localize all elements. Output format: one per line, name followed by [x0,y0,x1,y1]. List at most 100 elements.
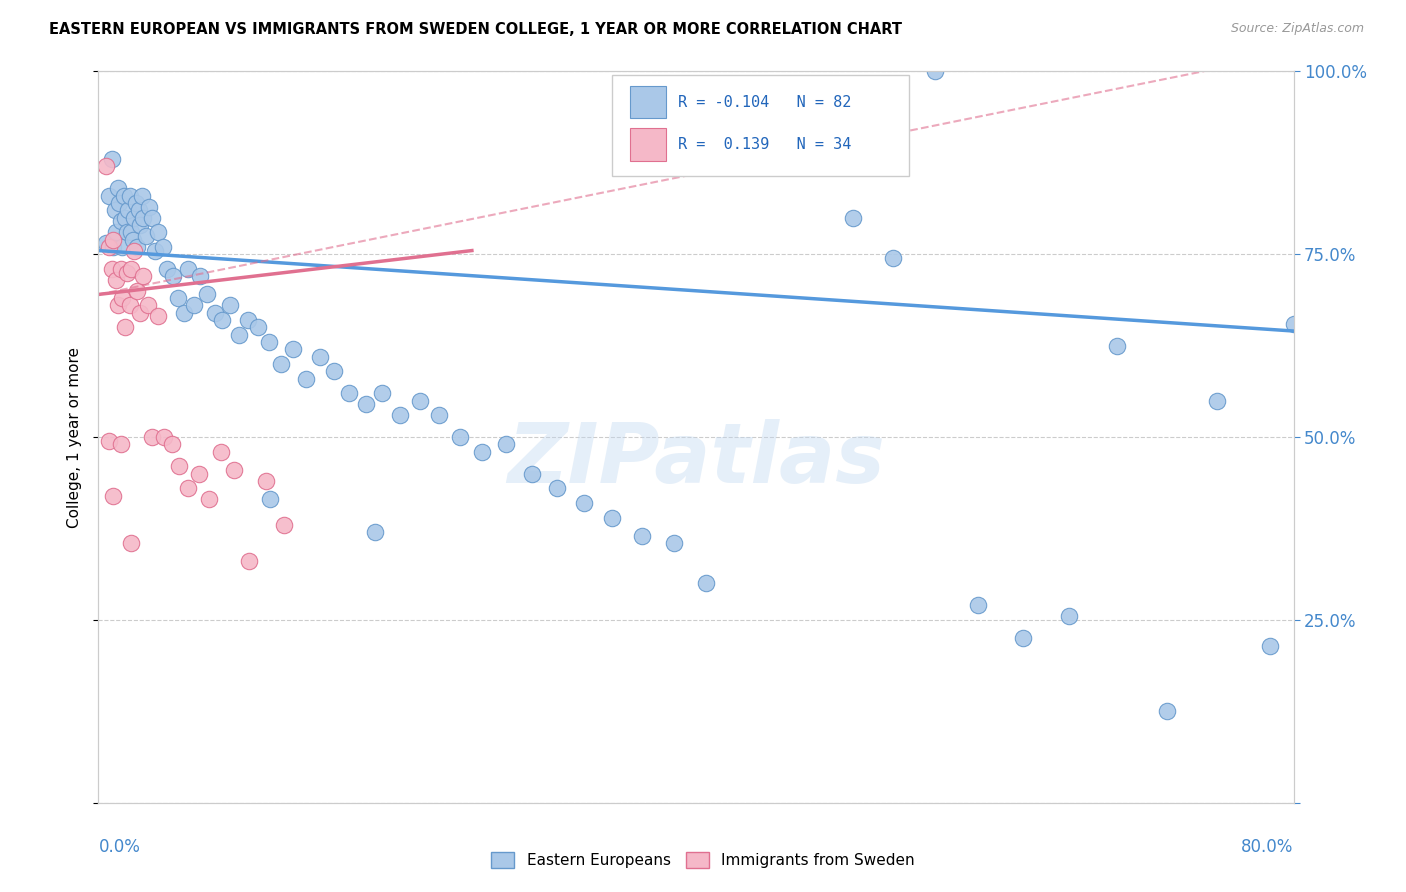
Point [236,313,259,327]
Point [107,298,129,312]
Point [371,386,394,401]
Point [118,188,141,202]
Point [97,240,120,254]
Text: ZIPatlas: ZIPatlas [508,418,884,500]
Point [129,218,152,232]
Point [105,225,128,239]
Point [111,240,134,254]
Point [128,203,150,218]
Legend: Eastern Europeans, Immigrants from Sweden: Eastern Europeans, Immigrants from Swede… [492,853,914,868]
Text: R =  0.139   N = 34: R = 0.139 N = 34 [678,137,852,152]
Point [1156,705,1178,719]
Point [219,298,242,312]
Point [247,320,270,334]
Point [120,225,142,239]
Point [112,188,135,202]
Point [882,251,904,265]
Text: Source: ZipAtlas.com: Source: ZipAtlas.com [1230,22,1364,36]
Point [270,357,292,371]
Point [167,459,190,474]
Point [115,225,138,239]
Point [187,467,209,481]
Point [152,240,174,254]
Point [173,306,195,320]
Point [121,233,143,247]
Point [166,291,188,305]
Point [177,481,200,495]
Point [339,386,361,401]
Point [1258,639,1281,653]
Point [803,152,825,166]
Point [427,408,450,422]
Point [117,203,139,218]
Point [131,188,153,202]
Point [156,261,179,276]
Point [127,284,149,298]
Point [135,228,157,243]
Point [125,196,148,211]
Text: R = -0.104   N = 82: R = -0.104 N = 82 [678,95,852,110]
Point [103,233,125,247]
Point [209,444,232,458]
Point [110,214,132,228]
Point [228,327,250,342]
Point [132,269,155,284]
Point [101,152,124,166]
Point [546,481,568,495]
Point [104,203,127,218]
Point [110,437,132,451]
Point [364,525,387,540]
Point [631,529,654,543]
Point [259,492,281,507]
Point [204,306,226,320]
Point [1059,609,1081,624]
Point [115,266,138,280]
Point [177,261,200,276]
Point [97,188,120,202]
Point [967,599,990,613]
Point [602,510,624,524]
Point [295,371,318,385]
Point [129,306,152,320]
Point [765,123,787,137]
Point [211,313,233,327]
Point [132,211,155,225]
Point [254,474,277,488]
Point [114,320,136,334]
Point [138,200,160,214]
Point [101,261,124,276]
Point [730,101,752,115]
Point [124,211,146,225]
Text: EASTERN EUROPEAN VS IMMIGRANTS FROM SWEDEN COLLEGE, 1 YEAR OR MORE CORRELATION C: EASTERN EUROPEAN VS IMMIGRANTS FROM SWED… [49,22,903,37]
Point [1107,338,1129,352]
Point [103,240,125,254]
Point [238,554,260,568]
Point [1206,393,1229,408]
Point [198,492,221,507]
Point [162,269,184,284]
Point [1012,632,1035,646]
Point [695,576,717,591]
Point [1282,317,1305,331]
FancyBboxPatch shape [630,86,666,118]
Point [141,430,163,444]
Point [572,496,595,510]
Point [110,261,132,276]
Point [281,343,304,357]
Point [273,517,295,532]
Point [183,298,205,312]
FancyBboxPatch shape [630,128,666,161]
Point [141,211,163,225]
Point [148,225,170,239]
Point [389,408,412,422]
Point [495,437,517,451]
Point [136,298,159,312]
Point [449,430,471,444]
Point [143,244,166,258]
Point [224,463,246,477]
FancyBboxPatch shape [613,75,908,176]
Point [127,240,149,254]
Point [120,536,142,550]
Text: 80.0%: 80.0% [1241,838,1294,856]
Point [662,536,685,550]
